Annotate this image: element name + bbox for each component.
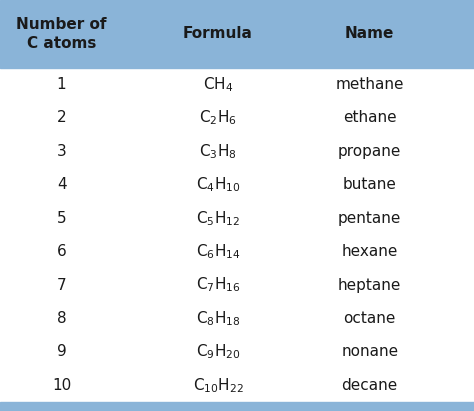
Text: 6: 6 [57, 244, 66, 259]
Text: pentane: pentane [338, 211, 401, 226]
Text: octane: octane [344, 311, 396, 326]
Text: hexane: hexane [342, 244, 398, 259]
Text: 8: 8 [57, 311, 66, 326]
Text: 7: 7 [57, 277, 66, 293]
Text: Formula: Formula [183, 26, 253, 42]
Text: $\mathrm{CH}_{4}$: $\mathrm{CH}_{4}$ [203, 75, 233, 94]
Text: 10: 10 [52, 378, 71, 393]
Text: butane: butane [343, 177, 397, 192]
Text: $\mathrm{C}_{7}\mathrm{H}_{16}$: $\mathrm{C}_{7}\mathrm{H}_{16}$ [196, 276, 240, 294]
Text: $\mathrm{C}_{8}\mathrm{H}_{18}$: $\mathrm{C}_{8}\mathrm{H}_{18}$ [196, 309, 240, 328]
Text: $\mathrm{C}_{9}\mathrm{H}_{20}$: $\mathrm{C}_{9}\mathrm{H}_{20}$ [196, 342, 240, 361]
Text: $\mathrm{C}_{3}\mathrm{H}_{8}$: $\mathrm{C}_{3}\mathrm{H}_{8}$ [199, 142, 237, 161]
Text: ethane: ethane [343, 111, 397, 125]
Text: methane: methane [336, 77, 404, 92]
Text: decane: decane [342, 378, 398, 393]
Text: 2: 2 [57, 111, 66, 125]
Text: $\mathrm{C}_{4}\mathrm{H}_{10}$: $\mathrm{C}_{4}\mathrm{H}_{10}$ [196, 175, 240, 194]
Text: Number of
C atoms: Number of C atoms [17, 17, 107, 51]
Text: 9: 9 [57, 344, 66, 359]
Text: 1: 1 [57, 77, 66, 92]
Text: propane: propane [338, 144, 401, 159]
Text: 5: 5 [57, 211, 66, 226]
Text: $\mathrm{C}_{6}\mathrm{H}_{14}$: $\mathrm{C}_{6}\mathrm{H}_{14}$ [196, 242, 240, 261]
Text: $\mathrm{C}_{10}\mathrm{H}_{22}$: $\mathrm{C}_{10}\mathrm{H}_{22}$ [192, 376, 244, 395]
Bar [0, 402, 474, 411]
Bar [0, 0, 474, 68]
Text: nonane: nonane [341, 344, 398, 359]
Text: 3: 3 [57, 144, 66, 159]
Text: $\mathrm{C}_{2}\mathrm{H}_{6}$: $\mathrm{C}_{2}\mathrm{H}_{6}$ [199, 109, 237, 127]
Text: Name: Name [345, 26, 394, 42]
Text: heptane: heptane [338, 277, 401, 293]
Text: 4: 4 [57, 177, 66, 192]
Text: $\mathrm{C}_{5}\mathrm{H}_{12}$: $\mathrm{C}_{5}\mathrm{H}_{12}$ [196, 209, 240, 228]
